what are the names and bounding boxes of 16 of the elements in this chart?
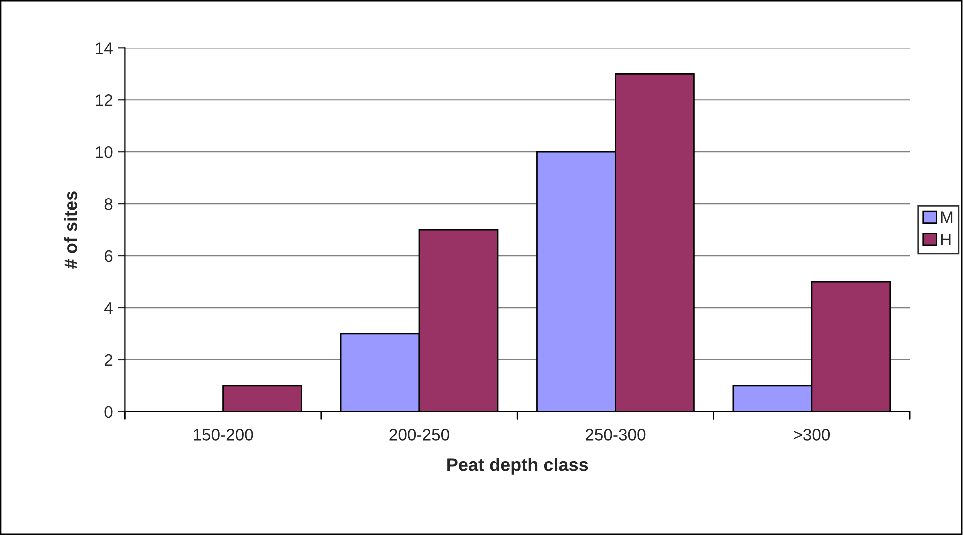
x-tick-label: 150-200: [194, 429, 254, 441]
x-tick-label: >300: [794, 429, 830, 441]
y-tick-label: 0: [104, 406, 113, 418]
legend-label: H: [941, 234, 951, 246]
y-axis-title: # of sites: [64, 192, 78, 269]
y-tick-label: 2: [104, 354, 113, 366]
y-tick-label: 6: [104, 250, 113, 262]
x-tick-label: 250-300: [586, 429, 646, 441]
y-tick-label: 12: [96, 94, 113, 106]
legend-label: M: [941, 212, 953, 224]
y-tick-label: 14: [96, 42, 113, 54]
x-axis-title: Peat depth class: [448, 458, 588, 475]
y-tick-label: 4: [104, 302, 113, 314]
y-tick-label: 8: [104, 198, 113, 210]
x-tick-label: 200-250: [390, 429, 450, 441]
y-tick-label: 10: [96, 146, 113, 158]
